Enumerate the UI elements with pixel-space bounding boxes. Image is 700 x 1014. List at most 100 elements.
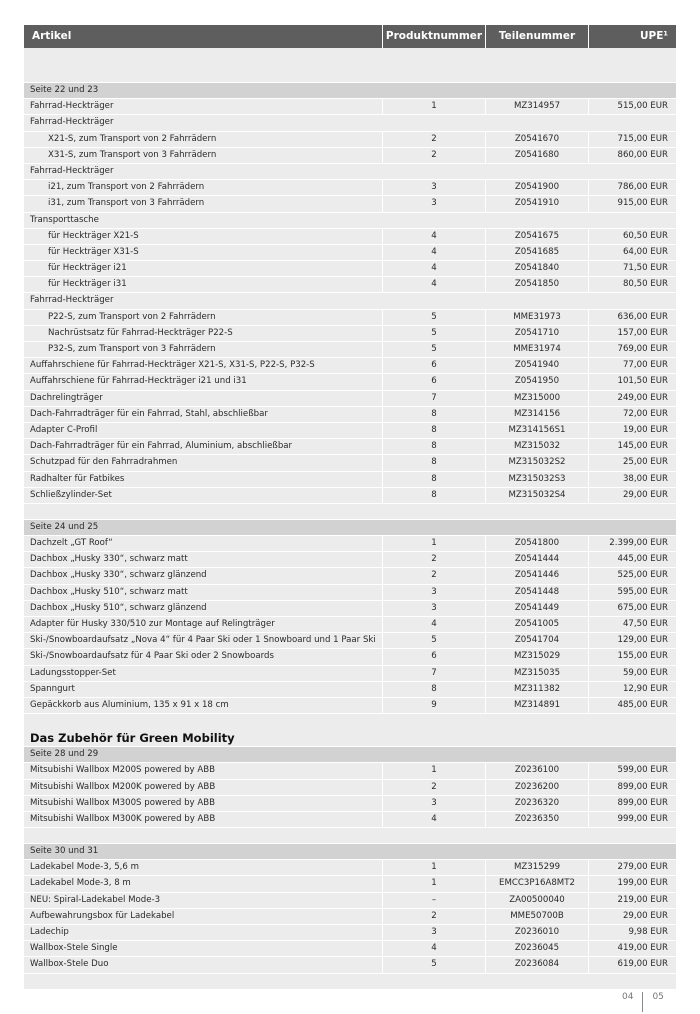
cell-produktnummer: 1 [382, 876, 485, 892]
table-row: Dachzelt „GT Roof“ 1 Z0541800 2.399,00 EUR [24, 536, 676, 553]
cell-teilenummer: MME31974 [485, 342, 588, 358]
cell-produktnummer: 5 [382, 957, 485, 973]
cell-produktnummer: 3 [382, 925, 485, 941]
cell-teilenummer: Z0236084 [485, 957, 588, 973]
cell-upe: 915,00 EUR [588, 196, 676, 212]
table-row: P32-S, zum Transport von 3 Fahrrädern 5 MM… [24, 342, 676, 359]
cell-produktnummer [382, 164, 485, 179]
table-row: Gepäckkorb aus Aluminium, 135 x 91 x 18 … [24, 697, 676, 715]
cell-upe: 2.399,00 EUR [588, 536, 676, 552]
table-row: Ladungsstopper-Set 7 MZ315035 59,00 EUR [24, 665, 676, 682]
cell-produktnummer: 4 [382, 261, 485, 277]
cell-artikel: für Heckträger i21 [48, 263, 127, 274]
table-row: für Heckträger X21-S 4 Z0541675 60,50 EUR [24, 228, 676, 245]
cell-upe: 769,00 EUR [588, 342, 676, 358]
group-row: Fahrrad-Heckträger [24, 163, 676, 181]
cell-produktnummer [382, 293, 485, 308]
cell-teilenummer: ZA00500040 [485, 892, 588, 908]
cell-upe: 77,00 EUR [588, 358, 676, 374]
table-row: für Heckträger i31 4 Z0541850 80,50 EUR [24, 277, 676, 294]
table-row: Ladekabel Mode-3, 8 m 1 EMCC3P16A8MT2 199,0… [24, 876, 676, 893]
cell-produktnummer: 8 [382, 422, 485, 439]
cell-upe: 25,00 EUR [588, 455, 676, 471]
section-title-row: Seite 30 und 31 [24, 844, 676, 861]
cell-artikel: Ski-/Snowboardaufsatz „Nova 4“ für 4 Paa… [30, 635, 376, 646]
table-row: Ladekabel Mode-3, 5,6 m 1 MZ315299 279,00 E… [24, 860, 676, 877]
cell-artikel: Ski-/Snowboardaufsatz für 4 Paar Ski ode… [30, 651, 274, 662]
cell-artikel: i31, zum Transport von 3 Fahrrädern [48, 198, 205, 209]
cell-upe: 129,00 EUR [588, 633, 676, 649]
cell-produktnummer: 2 [382, 552, 485, 568]
col-produktnummer: Produktnummer [382, 25, 485, 48]
cell-teilenummer: Z0541840 [485, 261, 588, 277]
cell-teilenummer: EMCC3P16A8MT2 [485, 876, 588, 892]
table-row: X21-S, zum Transport von 2 Fahrrädern 2 Z0… [24, 131, 676, 148]
table-row: i31, zum Transport von 3 Fahrrädern 3 Z054… [24, 196, 676, 213]
cell-produktnummer: 4 [382, 244, 485, 261]
table-row: Mitsubishi Wallbox M200S powered by ABB 1… [24, 763, 676, 780]
table-row: Radhalter für Fatbikes 8 MZ315032S3 38,00 E… [24, 471, 676, 488]
cell-teilenummer: MZ315032S3 [485, 471, 588, 487]
cell-artikel: Mitsubishi Wallbox M200K powered by ABB [30, 781, 216, 792]
cell-artikel: Mitsubishi Wallbox M300S powered by ABB [30, 797, 216, 808]
cell-upe: 860,00 EUR [588, 147, 676, 163]
cell-artikel: Wallbox-Stele Duo [30, 959, 109, 970]
cell-artikel: Dachzelt „GT Roof“ [30, 538, 113, 549]
cell-produktnummer: 1 [382, 536, 485, 552]
cell-produktnummer: 2 [382, 908, 485, 924]
cell-teilenummer: MZ314156 [485, 406, 588, 422]
cell-produktnummer: 5 [382, 309, 485, 325]
cell-upe [588, 293, 676, 308]
table-row: Dachbox „Husky 510“, schwarz matt 3 Z05414… [24, 584, 676, 601]
table-row: Adapter C-Profil 8 MZ314156S1 19,00 EUR [24, 422, 676, 440]
cell-teilenummer: MZ314891 [485, 697, 588, 714]
cell-upe: 101,50 EUR [588, 374, 676, 390]
cell-teilenummer: Z0236320 [485, 795, 588, 811]
cell-artikel: Ladekabel Mode-3, 8 m [30, 878, 131, 889]
cell-artikel: Radhalter für Fatbikes [30, 473, 125, 484]
cell-upe: 59,00 EUR [588, 665, 676, 681]
cell-upe: 29,00 EUR [588, 487, 676, 503]
page-number-left: 04 [622, 992, 634, 1002]
cell-artikel: X21-S, zum Transport von 2 Fahrrädern [48, 133, 217, 144]
table-row: X31-S, zum Transport von 3 Fahrrädern 2 Z0… [24, 147, 676, 164]
table-row: Auffahrschiene für Fahrrad-Heckträger X2… [24, 358, 676, 375]
cell-teilenummer: Z0541005 [485, 617, 588, 633]
table-row: Spanngurt 8 MZ311382 12,90 EUR [24, 681, 676, 698]
table-row: Dachrelingträger 7 MZ315000 249,00 EUR [24, 390, 676, 407]
cell-artikel: Fahrrad-Heckträger [30, 117, 114, 128]
cell-teilenummer: Z0541449 [485, 600, 588, 616]
cell-artikel: Ladungsstopper-Set [30, 667, 116, 678]
cell-produktnummer: 5 [382, 342, 485, 358]
cell-upe: 47,50 EUR [588, 617, 676, 633]
cell-upe: 715,00 EUR [588, 131, 676, 147]
spacer-row [24, 503, 676, 520]
cell-upe: 72,00 EUR [588, 406, 676, 422]
price-table: Artikel Produktnummer Teilenummer UPE¹ S… [24, 25, 676, 990]
cell-produktnummer: 6 [382, 649, 485, 665]
cell-artikel: für Heckträger X31-S [48, 246, 139, 257]
cell-produktnummer: 8 [382, 455, 485, 471]
cell-upe: 595,00 EUR [588, 584, 676, 600]
col-artikel: Artikel [32, 30, 72, 42]
cell-teilenummer: MZ315032S4 [485, 487, 588, 503]
cell-artikel: Adapter für Husky 330/510 zur Montage au… [30, 619, 275, 629]
table-row: Schließzylinder-Set 8 MZ315032S4 29,00 EUR [24, 487, 676, 504]
cell-upe: 279,00 EUR [588, 860, 676, 876]
cell-artikel: Auffahrschiene für Fahrrad-Heckträger X2… [30, 360, 315, 371]
table-row: für Heckträger X31-S 4 Z0541685 64,00 EUR [24, 244, 676, 262]
cell-artikel: Mitsubishi Wallbox M200S powered by ABB [30, 765, 216, 776]
cell-upe: 29,00 EUR [588, 908, 676, 924]
cell-upe: 899,00 EUR [588, 795, 676, 811]
cell-artikel: Adapter C-Profil [30, 424, 98, 435]
cell-upe: 786,00 EUR [588, 180, 676, 196]
cell-teilenummer [485, 293, 588, 308]
table-row: Ski-/Snowboardaufsatz „Nova 4“ für 4 Paa… [24, 633, 676, 650]
page-divider [642, 992, 644, 1012]
group-row: Fahrrad-Heckträger [24, 115, 676, 132]
table-row: Dachbox „Husky 330“, schwarz glänzend 2 Z0… [24, 568, 676, 585]
cell-artikel: NEU: Spiral-Ladekabel Mode-3 [30, 894, 161, 905]
cell-upe: 9,98 EUR [588, 925, 676, 941]
cell-upe: 525,00 EUR [588, 568, 676, 584]
cell-produktnummer: 3 [382, 600, 485, 616]
